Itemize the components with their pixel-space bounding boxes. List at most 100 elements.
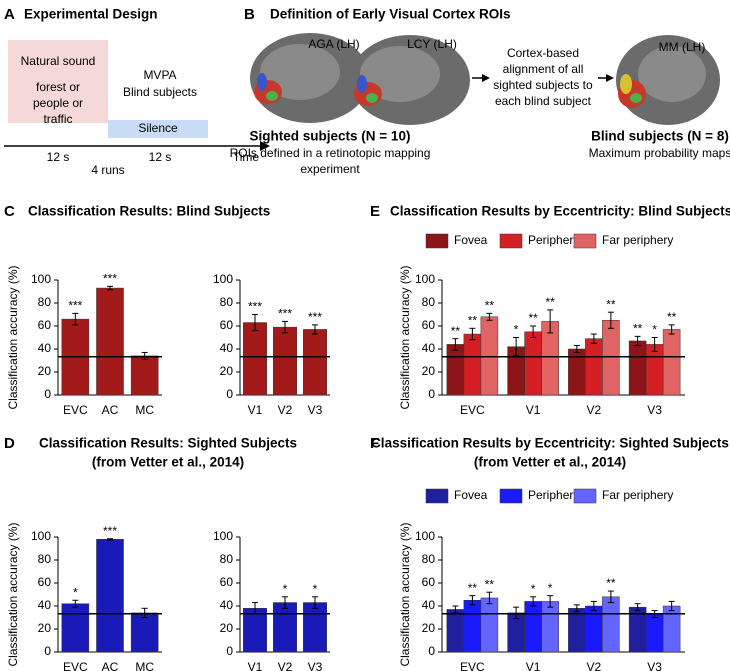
- significance-label: **: [545, 295, 555, 309]
- sound-label: traffic: [43, 112, 72, 126]
- x-tick-label: V1: [526, 660, 541, 671]
- silence-block: [108, 120, 208, 138]
- legend-swatch: [425, 488, 449, 504]
- y-tick-label: 100: [213, 529, 233, 543]
- time-label: 4 runs: [91, 163, 124, 177]
- bar: [524, 331, 542, 396]
- significance-label: *: [514, 323, 519, 337]
- legend-label: Fovea: [454, 488, 488, 502]
- legend-swatch: [573, 233, 597, 249]
- y-tick-label: 0: [44, 387, 51, 401]
- legend-label: Periphery: [528, 233, 579, 247]
- bar: [273, 602, 297, 653]
- mvpa-label: MVPA: [143, 68, 176, 82]
- bar: [541, 601, 559, 653]
- significance-label: *: [531, 582, 536, 596]
- y-tick-label: 0: [44, 644, 51, 658]
- bar: [303, 329, 327, 396]
- chart-subtitle: (from Vetter et al., 2014): [92, 455, 244, 470]
- x-tick-label: V2: [278, 660, 293, 671]
- legend-label: Far periphery: [602, 233, 673, 247]
- significance-label: *: [548, 581, 553, 595]
- y-tick-label: 60: [220, 575, 234, 589]
- significance-label: *: [652, 323, 657, 337]
- bar: [446, 609, 465, 653]
- bar: [602, 320, 620, 396]
- alignment-text: each blind subject: [495, 94, 592, 108]
- x-tick-label: EVC: [460, 403, 485, 417]
- chart-subtitle: (from Vetter et al., 2014): [474, 455, 626, 470]
- y-tick-label: 40: [38, 341, 52, 355]
- x-tick-label: AC: [102, 403, 119, 417]
- bar: [303, 602, 327, 653]
- bar: [645, 344, 664, 396]
- x-tick-label: V1: [526, 403, 541, 417]
- blind-title: Blind subjects (N = 8): [591, 129, 729, 144]
- panel-title: Definition of Early Visual Cortex ROIs: [270, 7, 511, 22]
- significance-label: *: [73, 585, 78, 599]
- significance-label: **: [633, 322, 643, 336]
- y-tick-label: 0: [428, 644, 435, 658]
- arrowhead: [260, 141, 270, 151]
- bar: [602, 596, 620, 653]
- bar: [463, 333, 482, 396]
- bar: [61, 603, 90, 653]
- time-label: 12 s: [149, 150, 172, 164]
- alignment-text: alignment of all: [503, 62, 584, 76]
- y-tick-label: 100: [415, 272, 435, 286]
- panel-letter: E: [370, 203, 380, 220]
- y-tick-label: 100: [31, 272, 51, 286]
- arrowhead: [482, 74, 490, 82]
- y-tick-label: 60: [220, 318, 234, 332]
- sound-label: forest or: [36, 80, 80, 94]
- x-tick-label: V3: [647, 660, 662, 671]
- y-tick-label: 80: [38, 552, 52, 566]
- significance-label: **: [468, 313, 478, 327]
- y-tick-label: 60: [38, 575, 52, 589]
- significance-label: ***: [278, 307, 292, 321]
- x-tick-label: V2: [587, 660, 602, 671]
- bar: [130, 612, 159, 653]
- significance-label: **: [667, 310, 677, 324]
- bar: [446, 344, 465, 396]
- y-axis-label: Classification accuracy (%): [6, 265, 20, 409]
- legend-label: Fovea: [454, 233, 488, 247]
- y-axis-label: Classification accuracy (%): [398, 265, 412, 409]
- brain: [616, 35, 720, 125]
- y-tick-label: 20: [38, 364, 52, 378]
- chart-title: Classification Results by Eccentricity: …: [390, 204, 730, 219]
- brain-label: AGA (LH): [308, 37, 359, 51]
- sound-block: [8, 40, 108, 123]
- chart-title: Classification Results by Eccentricity: …: [371, 436, 729, 451]
- sighted-title: Sighted subjects (N = 10): [250, 129, 411, 144]
- bar: [130, 355, 159, 396]
- bar: [96, 287, 124, 396]
- bar: [568, 608, 586, 653]
- x-tick-label: V3: [308, 403, 323, 417]
- x-tick-label: V3: [647, 403, 662, 417]
- alignment-text: sighted subjects to: [493, 78, 593, 92]
- panel-letter: A: [4, 6, 15, 23]
- significance-label: *: [313, 582, 318, 596]
- significance-label: ***: [103, 271, 117, 285]
- sighted-text: ROIs defined in a retinotopic mapping: [230, 146, 431, 160]
- x-tick-label: V2: [587, 403, 602, 417]
- y-axis-label: Classification accuracy (%): [6, 522, 20, 666]
- y-tick-label: 100: [415, 529, 435, 543]
- bar: [243, 608, 267, 653]
- y-tick-label: 80: [422, 295, 436, 309]
- legend-swatch: [499, 233, 523, 249]
- time-label: Time: [233, 150, 260, 164]
- y-tick-label: 100: [31, 529, 51, 543]
- y-tick-label: 80: [38, 295, 52, 309]
- brain-label: MM (LH): [659, 40, 706, 54]
- alignment-text: Cortex-based: [507, 46, 579, 60]
- legend-label: Far periphery: [602, 488, 673, 502]
- legend-label: Periphery: [528, 488, 579, 502]
- x-tick-label: MC: [135, 403, 154, 417]
- x-tick-label: EVC: [63, 660, 88, 671]
- y-tick-label: 60: [422, 318, 436, 332]
- legend-swatch: [573, 488, 597, 504]
- y-tick-label: 40: [38, 598, 52, 612]
- panel-letter: B: [244, 6, 255, 23]
